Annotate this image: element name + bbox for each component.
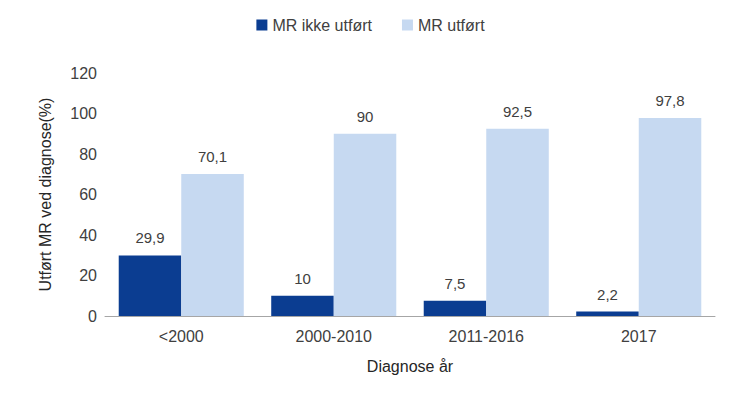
svg-text:92,5: 92,5 xyxy=(503,103,532,120)
svg-text:60: 60 xyxy=(79,186,97,203)
svg-text:Diagnose år: Diagnose år xyxy=(367,358,454,375)
svg-text:7,5: 7,5 xyxy=(445,275,466,292)
svg-text:40: 40 xyxy=(79,227,97,244)
svg-text:120: 120 xyxy=(70,65,97,82)
svg-text:0: 0 xyxy=(88,308,97,325)
svg-text:2000-2010: 2000-2010 xyxy=(295,328,372,345)
svg-text:70,1: 70,1 xyxy=(198,148,227,165)
svg-text:100: 100 xyxy=(70,105,97,122)
svg-text:80: 80 xyxy=(79,146,97,163)
svg-text:10: 10 xyxy=(294,270,311,287)
svg-text:90: 90 xyxy=(357,108,374,125)
svg-text:<2000: <2000 xyxy=(159,328,204,345)
svg-text:2011-2016: 2011-2016 xyxy=(449,328,524,345)
svg-text:MR utført: MR utført xyxy=(418,17,485,34)
svg-text:2017: 2017 xyxy=(621,328,657,345)
svg-text:Utført MR ved diagnose(%): Utført MR ved diagnose(%) xyxy=(37,98,54,292)
svg-text:97,8: 97,8 xyxy=(655,92,684,109)
svg-text:2,2: 2,2 xyxy=(597,286,618,303)
svg-text:MR ikke utført: MR ikke utført xyxy=(272,17,372,34)
svg-text:29,9: 29,9 xyxy=(135,229,164,246)
svg-text:20: 20 xyxy=(79,267,97,284)
